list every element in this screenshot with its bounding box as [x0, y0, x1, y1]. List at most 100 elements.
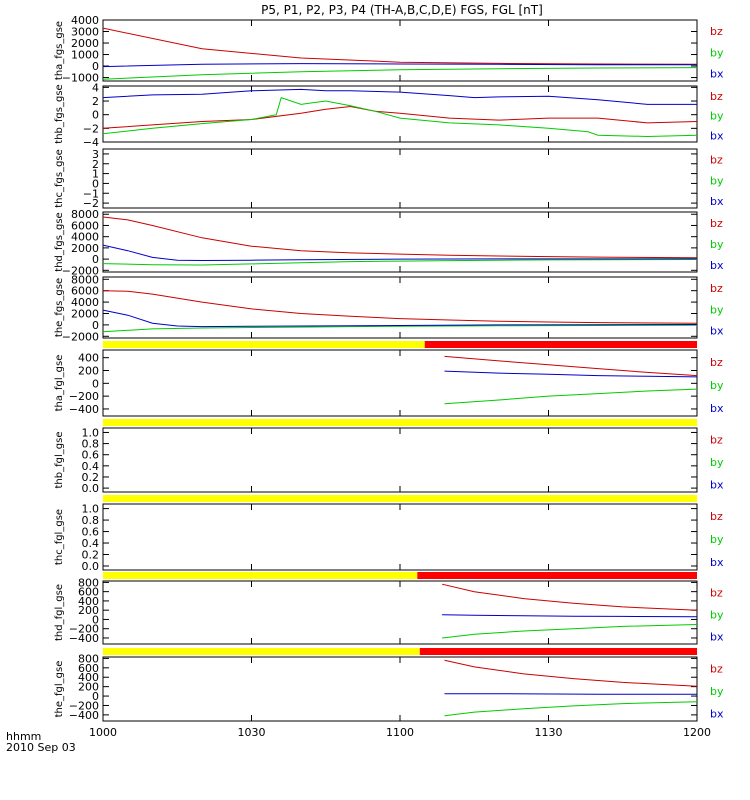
- y-tick-label: −4: [83, 136, 99, 149]
- y-tick-label: 2000: [71, 307, 99, 320]
- x-tick-label: 1100: [386, 726, 414, 739]
- y-tick-label: −2: [83, 197, 99, 210]
- legend-bx: bx: [710, 402, 724, 415]
- panel-frame: [102, 427, 698, 493]
- coverage-bar-yellow: [103, 648, 420, 655]
- legend-bx: bx: [710, 129, 724, 142]
- y-tick-label: 4000: [71, 14, 99, 27]
- series-bz: [102, 290, 698, 324]
- y-tick-label: −400: [69, 403, 99, 416]
- series-bx: [102, 309, 698, 328]
- y-axis-label: tha_fgl_gse: [54, 355, 65, 412]
- y-tick-label: 0: [92, 613, 99, 626]
- y-axis-label: the_fgs_gse: [54, 278, 65, 337]
- y-axis-label: thd_fgs_gse: [54, 212, 65, 271]
- legend-by: by: [710, 174, 724, 187]
- panel-frame: [102, 656, 698, 722]
- y-tick-label: −400: [69, 632, 99, 645]
- legend-by: by: [710, 456, 724, 469]
- legend-bx: bx: [710, 259, 724, 272]
- y-tick-label: 2: [92, 158, 99, 171]
- legend-by: by: [710, 533, 724, 546]
- legend-bx: bx: [710, 325, 724, 338]
- legend-by: by: [710, 379, 724, 392]
- y-tick-label: 2: [92, 95, 99, 108]
- y-tick-label: −1: [83, 187, 99, 200]
- legend-bz: bz: [710, 663, 723, 676]
- series-by: [442, 624, 698, 639]
- panel-frame: [102, 503, 698, 571]
- y-tick-label: 0.4: [82, 537, 100, 550]
- panel-thb-fgs-gse: 420−2−4 thb_fgs_gse bz by bx: [54, 81, 724, 149]
- legend-bz: bz: [710, 154, 723, 167]
- y-tick-label: −1000: [62, 72, 99, 85]
- coverage-bar-red: [419, 648, 697, 655]
- y-tick-label: 600: [78, 662, 99, 675]
- y-axis-label: thc_fgl_gse: [54, 509, 65, 565]
- legend-bz: bz: [710, 586, 723, 599]
- legend-bz: bz: [710, 217, 723, 230]
- panel-frame: [102, 580, 698, 645]
- y-tick-label: 0.2: [82, 471, 100, 484]
- legend-by: by: [710, 608, 724, 621]
- y-tick-label: 400: [78, 352, 99, 365]
- series-bz: [441, 583, 698, 611]
- series-bx: [444, 370, 698, 378]
- legend-by: by: [710, 46, 724, 59]
- legend-by: by: [710, 303, 724, 316]
- y-tick-label: 8000: [71, 273, 99, 286]
- coverage-bar-red: [424, 341, 697, 348]
- legend-bx: bx: [710, 707, 724, 720]
- y-tick-label: 0.6: [82, 526, 100, 539]
- panel-frame: [102, 349, 698, 417]
- chart-title: P5, P1, P2, P3, P4 (TH-A,B,C,D,E) FGS, F…: [261, 3, 543, 17]
- y-tick-label: 0.8: [82, 514, 100, 527]
- y-tick-label: 2000: [71, 242, 99, 255]
- series-bz: [102, 27, 698, 65]
- series-bx: [102, 244, 698, 262]
- y-axis-label: thb_fgl_gse: [54, 432, 65, 489]
- coverage-bar-yellow: [103, 419, 697, 426]
- series-bx: [444, 693, 697, 695]
- y-tick-label: 0.6: [82, 449, 100, 462]
- y-tick-label: 800: [78, 652, 99, 665]
- y-tick-label: 0: [92, 109, 99, 122]
- coverage-bar-yellow: [103, 572, 418, 579]
- series-by: [102, 67, 698, 80]
- coverage-bar-red: [417, 572, 697, 579]
- series-by: [102, 259, 698, 266]
- y-tick-label: 6000: [71, 285, 99, 298]
- x-axis: 1000 1030 1100 1130 1200: [89, 726, 711, 739]
- legend-by: by: [710, 238, 724, 251]
- y-tick-label: 0: [92, 377, 99, 390]
- legend-bx: bx: [710, 195, 724, 208]
- y-tick-label: 4000: [71, 296, 99, 309]
- y-tick-label: 0: [92, 253, 99, 266]
- y-tick-label: 4: [92, 81, 99, 94]
- y-tick-label: 800: [78, 576, 99, 589]
- y-tick-label: −400: [69, 709, 99, 722]
- legend-bx: bx: [710, 556, 724, 569]
- y-axis-label: thc_fgs_gse: [54, 149, 65, 208]
- legend-bx: bx: [710, 478, 724, 491]
- legend-bx: bx: [710, 630, 724, 643]
- legend-bz: bz: [710, 356, 723, 369]
- y-tick-label: 0.0: [82, 482, 100, 495]
- y-tick-label: 1000: [71, 49, 99, 62]
- y-tick-label: 0: [92, 60, 99, 73]
- x-tick-label: 1130: [535, 726, 563, 739]
- panel-frame: [102, 19, 698, 82]
- y-axis-label: thd_fgl_gse: [54, 584, 65, 641]
- y-tick-label: −2000: [62, 330, 99, 343]
- series-bz: [102, 216, 698, 259]
- y-tick-label: 1: [92, 168, 99, 181]
- panel-frame: [102, 211, 698, 273]
- y-tick-label: 400: [78, 595, 99, 608]
- y-tick-label: −200: [69, 390, 99, 403]
- legend-bz: bz: [710, 510, 723, 523]
- footer-date-label: 2010 Sep 03: [6, 741, 76, 754]
- y-tick-label: 0: [92, 690, 99, 703]
